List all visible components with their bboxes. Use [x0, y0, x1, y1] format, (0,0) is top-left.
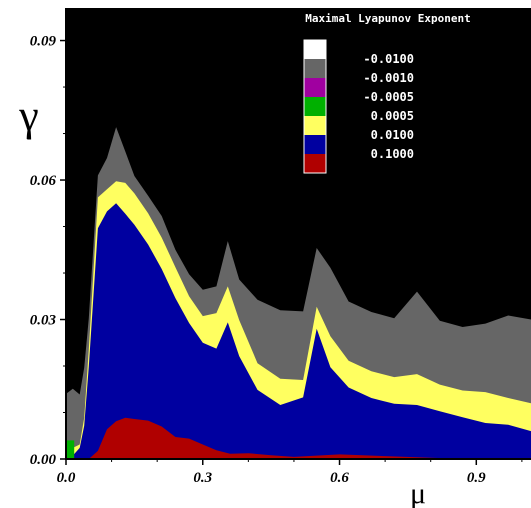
legend-label: -0.0005: [363, 90, 414, 104]
legend-swatch: [304, 59, 326, 78]
legend-frame: [303, 39, 327, 174]
legend-swatch: [304, 97, 326, 116]
origin-patch: [66, 440, 75, 459]
y-tick-label: 0.09: [30, 34, 57, 50]
region-2: [66, 203, 531, 459]
x-axis-label: μ: [410, 477, 426, 508]
legend-label: 0.0100: [371, 128, 414, 142]
legend: Maximal Lyapunov Exponent -0.0100 -0.0010 -…: [303, 12, 471, 174]
tick-labels: 0.0 0.3 0.6 0.9 0.00 0.03 0.06 0.09: [30, 34, 486, 486]
x-tick-label: 0.0: [57, 470, 76, 486]
y-tick-label: 0.06: [30, 173, 57, 189]
legend-title: Maximal Lyapunov Exponent: [305, 12, 471, 25]
x-tick-label: 0.9: [467, 470, 486, 486]
axes: [65, 8, 531, 460]
y-axis-label: γ: [18, 91, 38, 140]
legend-swatch: [304, 78, 326, 97]
tick-marks: [60, 39, 523, 465]
legend-swatch: [304, 116, 326, 135]
legend-label: -0.0100: [363, 52, 414, 66]
legend-label: -0.0010: [363, 71, 414, 85]
x-tick-label: 0.6: [330, 470, 349, 486]
legend-swatch: [304, 135, 326, 154]
exponent-regions: [66, 127, 531, 460]
y-tick-label: 0.03: [30, 313, 57, 329]
y-tick-label: 0.00: [30, 452, 57, 468]
legend-swatch: [304, 154, 326, 173]
legend-label: 0.1000: [371, 147, 414, 161]
legend-swatch: [304, 40, 326, 59]
legend-label: 0.0005: [371, 109, 414, 123]
region-3: [66, 417, 531, 460]
x-tick-label: 0.3: [193, 470, 212, 486]
